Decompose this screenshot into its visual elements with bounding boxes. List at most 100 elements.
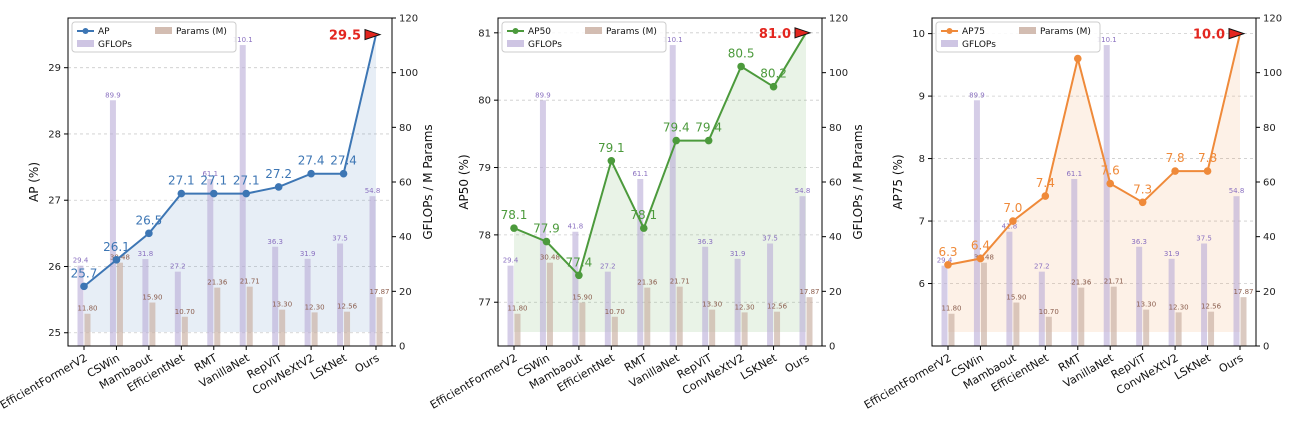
gflops-bar — [767, 243, 774, 346]
metric-value-label: 79.1 — [598, 141, 625, 155]
params-bar — [1110, 286, 1117, 346]
gflops-bar — [734, 258, 741, 346]
params-bar-label: 12.30 — [1169, 303, 1189, 311]
params-bar-label: 21.71 — [240, 278, 260, 286]
gflops-bar — [77, 265, 84, 346]
params-bar-label: 13.30 — [272, 301, 292, 309]
gflops-bar — [174, 271, 181, 346]
legend-marker-swatch — [82, 28, 89, 34]
metric-point — [1041, 192, 1050, 200]
gflops-bar — [539, 100, 546, 346]
y-tick-label: 8 — [919, 154, 925, 165]
legend-box — [501, 21, 667, 53]
params-bar — [1208, 311, 1215, 346]
gflops-bar-label: 36.3 — [267, 238, 283, 246]
y2-tick-label: 60 — [829, 178, 842, 189]
metric-point — [80, 282, 88, 291]
params-bar — [344, 311, 351, 346]
params-bar-label: 15.90 — [572, 294, 592, 302]
x-category-label: EfficientFormerV2 — [428, 351, 520, 411]
gflops-bar-label: 31.9 — [1164, 250, 1180, 258]
x-category-label: Ours — [783, 351, 812, 375]
gflops-bar-label: 54.8 — [795, 187, 811, 195]
metric-value-label: 6.3 — [938, 245, 957, 259]
params-bar — [644, 287, 651, 346]
gflops-bar-label: 41.8 — [1002, 223, 1018, 231]
params-bar — [376, 297, 383, 346]
legend-metric-label: AP50 — [528, 27, 551, 37]
gflops-bar-label: 29.4 — [73, 257, 89, 265]
chart-panel-1: 29.4 89.9 31.8 27.2 61.1 110.1 36.3 31.9 37.5 54.… — [0, 14, 435, 412]
gflops-bar-label: 89.9 — [105, 91, 121, 99]
params-bar — [1240, 297, 1247, 346]
metric-point — [542, 237, 551, 246]
metric-point — [274, 183, 283, 191]
metric-value-label: 78.1 — [501, 208, 528, 222]
legend-marker-swatch — [512, 28, 519, 34]
highlight-value-label: 29.5 — [329, 29, 361, 44]
metric-point — [769, 82, 778, 91]
y2-tick-label: 20 — [1263, 287, 1276, 298]
gflops-bar — [604, 271, 611, 346]
params-bar-label: 15.90 — [1006, 294, 1026, 302]
x-category-label: EfficientFormerV2 — [862, 351, 954, 411]
gflops-bar — [272, 246, 279, 346]
y2-tick-label: 40 — [1263, 232, 1276, 243]
y2-tick-label: 120 — [829, 14, 848, 25]
params-bar — [676, 286, 683, 346]
gflops-bar — [369, 196, 376, 346]
params-bar-label: 12.56 — [767, 303, 788, 311]
params-bar-label: 21.36 — [1071, 279, 1092, 287]
y2-tick-label: 0 — [829, 342, 835, 353]
legend-params-swatch — [585, 27, 602, 34]
legend-gflops-swatch — [941, 40, 958, 47]
gflops-bar — [1071, 178, 1078, 346]
params-bar-label: 21.71 — [670, 278, 690, 286]
metric-line — [513, 32, 807, 278]
y2-tick-label: 120 — [399, 14, 418, 25]
x-category-label: Ours — [353, 351, 382, 375]
metric-value-label: 7.8 — [1166, 151, 1185, 165]
gflops-bar-label: 54.8 — [365, 187, 381, 195]
params-bar-label: 13.30 — [1136, 301, 1156, 309]
gflops-bar-label: 61.1 — [1066, 170, 1082, 178]
params-bar — [311, 312, 318, 346]
area-fill — [84, 34, 376, 333]
gflops-bar — [1233, 196, 1240, 346]
y-tick-label: 10 — [912, 29, 925, 40]
gflops-bar — [1103, 45, 1110, 347]
y-tick-label: 26 — [48, 262, 61, 273]
y-tick-label: 28 — [48, 129, 61, 140]
params-bar — [246, 286, 253, 346]
y2-tick-label: 20 — [399, 287, 412, 298]
legend-box — [935, 21, 1101, 53]
x-category-label: LSKNet — [738, 351, 779, 382]
params-bar — [279, 309, 286, 346]
params-bar — [514, 313, 521, 346]
highlight-value-label: 10.0 — [1193, 28, 1225, 43]
gflops-bar-label: 41.8 — [568, 223, 584, 231]
legend-params-swatch — [155, 27, 172, 34]
y2-tick-label: 80 — [829, 123, 842, 134]
metric-point — [242, 189, 251, 198]
gflops-bar — [973, 100, 980, 346]
metric-point — [1171, 167, 1179, 175]
y2-tick-label: 20 — [829, 287, 842, 298]
legend-gflops-label: GFLOPs — [98, 40, 132, 50]
gflops-bar-label: 37.5 — [1196, 235, 1212, 243]
x-category-label: LSKNet — [1172, 351, 1213, 382]
params-bar — [1175, 312, 1182, 346]
gflops-bar — [507, 265, 514, 346]
gflops-bar — [304, 258, 311, 346]
metric-point — [1106, 179, 1115, 188]
metric-point — [1138, 198, 1147, 207]
params-bar-label: 11.80 — [507, 305, 527, 313]
legend-marker-swatch — [946, 28, 953, 34]
gflops-bar-label: 54.8 — [1229, 187, 1245, 195]
metric-value-label: 80.5 — [728, 46, 755, 60]
params-bar — [546, 262, 553, 346]
y-tick-label: 29 — [48, 63, 61, 74]
gflops-bar — [1136, 246, 1143, 346]
gflops-bar — [669, 45, 676, 347]
metric-value-label: 79.4 — [695, 121, 722, 135]
